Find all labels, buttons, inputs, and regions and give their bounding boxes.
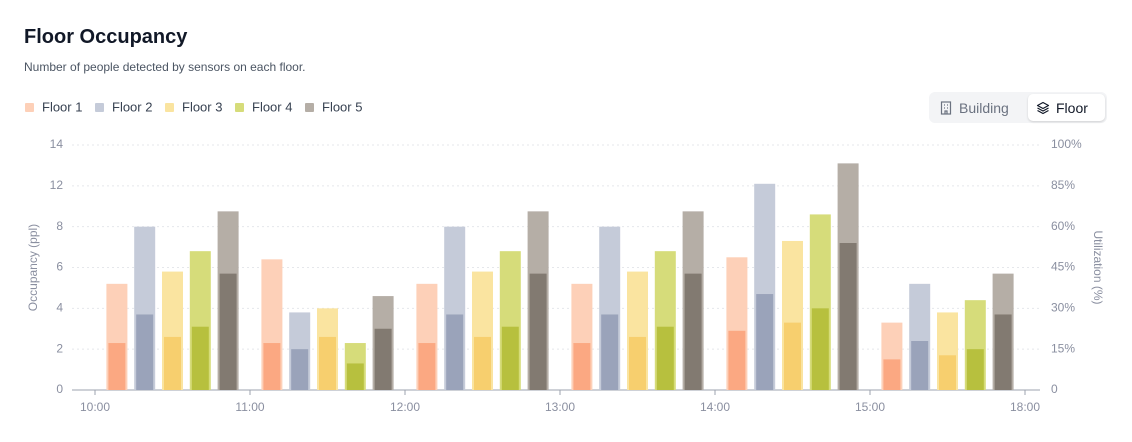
legend-label: Floor 5 xyxy=(322,99,362,114)
inner-bar xyxy=(883,359,901,390)
y-tick-label: 12 xyxy=(50,178,64,192)
inner-bar xyxy=(291,349,309,390)
y-tick-label: 14 xyxy=(50,137,64,151)
legend-swatch xyxy=(305,103,314,112)
x-tick-label: 10:00 xyxy=(80,400,110,414)
y-tick-label: 0 xyxy=(56,382,63,396)
y2-tick-label: 30% xyxy=(1051,301,1075,315)
inner-bar xyxy=(939,355,956,390)
inner-bar xyxy=(136,314,154,390)
inner-bar xyxy=(839,243,857,390)
inner-bar xyxy=(966,349,984,390)
inner-bar xyxy=(446,314,464,390)
y2-tick-label: 45% xyxy=(1051,260,1075,274)
chart-title: Floor Occupancy xyxy=(24,26,188,48)
inner-bar xyxy=(374,328,392,390)
y-tick-label: 6 xyxy=(56,260,63,274)
inner-bar xyxy=(684,273,702,390)
inner-bar xyxy=(629,336,646,390)
x-tick-label: 15:00 xyxy=(855,400,885,414)
y2-tick-label: 15% xyxy=(1051,341,1075,355)
y2-tick-label: 60% xyxy=(1051,219,1075,233)
inner-bar xyxy=(911,341,929,390)
inner-bar xyxy=(501,326,519,390)
inner-bar xyxy=(164,336,181,390)
y-tick-label: 2 xyxy=(56,341,63,355)
legend-label: Floor 3 xyxy=(182,99,222,114)
legend-swatch xyxy=(25,103,34,112)
layers-icon xyxy=(1036,101,1050,114)
floor-button[interactable]: Floor xyxy=(1028,94,1105,121)
inner-bar xyxy=(529,273,547,390)
inner-bar xyxy=(728,330,746,390)
building-button[interactable]: Building xyxy=(931,94,1027,121)
inner-bar xyxy=(346,363,364,390)
inner-bar xyxy=(319,336,336,390)
legend-swatch xyxy=(165,103,174,112)
building-icon xyxy=(940,100,952,115)
x-tick-label: 14:00 xyxy=(700,400,730,414)
chart-subtitle: Number of people detected by sensors on … xyxy=(24,60,306,74)
inner-bar xyxy=(756,294,774,390)
inner-bar xyxy=(601,314,619,390)
legend-label: Floor 2 xyxy=(112,99,152,114)
x-tick-label: 18:00 xyxy=(1010,400,1040,414)
inner-bar xyxy=(656,326,674,390)
y2-tick-label: 85% xyxy=(1051,178,1075,192)
button-label: Building xyxy=(959,99,1009,116)
inner-bar xyxy=(811,308,829,390)
inner-bar xyxy=(784,322,801,390)
legend-swatch xyxy=(95,103,104,112)
view-toggle: Building Floor xyxy=(929,92,1107,123)
x-tick-label: 13:00 xyxy=(545,400,575,414)
y2-tick-label: 0 xyxy=(1051,382,1058,396)
button-label: Floor xyxy=(1056,99,1088,116)
inner-bar xyxy=(108,343,126,390)
inner-bar xyxy=(263,343,281,390)
y-axis-label: Occupancy (ppl) xyxy=(26,224,40,311)
y2-tick-label: 100% xyxy=(1051,137,1082,151)
legend-label: Floor 4 xyxy=(252,99,292,114)
legend-swatch xyxy=(235,103,244,112)
y-tick-label: 8 xyxy=(56,219,63,233)
y-tick-label: 4 xyxy=(56,301,63,315)
inner-bar xyxy=(191,326,209,390)
inner-bar xyxy=(219,273,237,390)
inner-bar xyxy=(994,314,1012,390)
inner-bar xyxy=(474,336,491,390)
x-tick-label: 12:00 xyxy=(390,400,420,414)
x-tick-label: 11:00 xyxy=(235,400,264,414)
y2-axis-label: Utilization (%) xyxy=(1091,230,1105,304)
legend-label: Floor 1 xyxy=(42,99,82,114)
inner-bar xyxy=(418,343,436,390)
inner-bar xyxy=(573,343,591,390)
